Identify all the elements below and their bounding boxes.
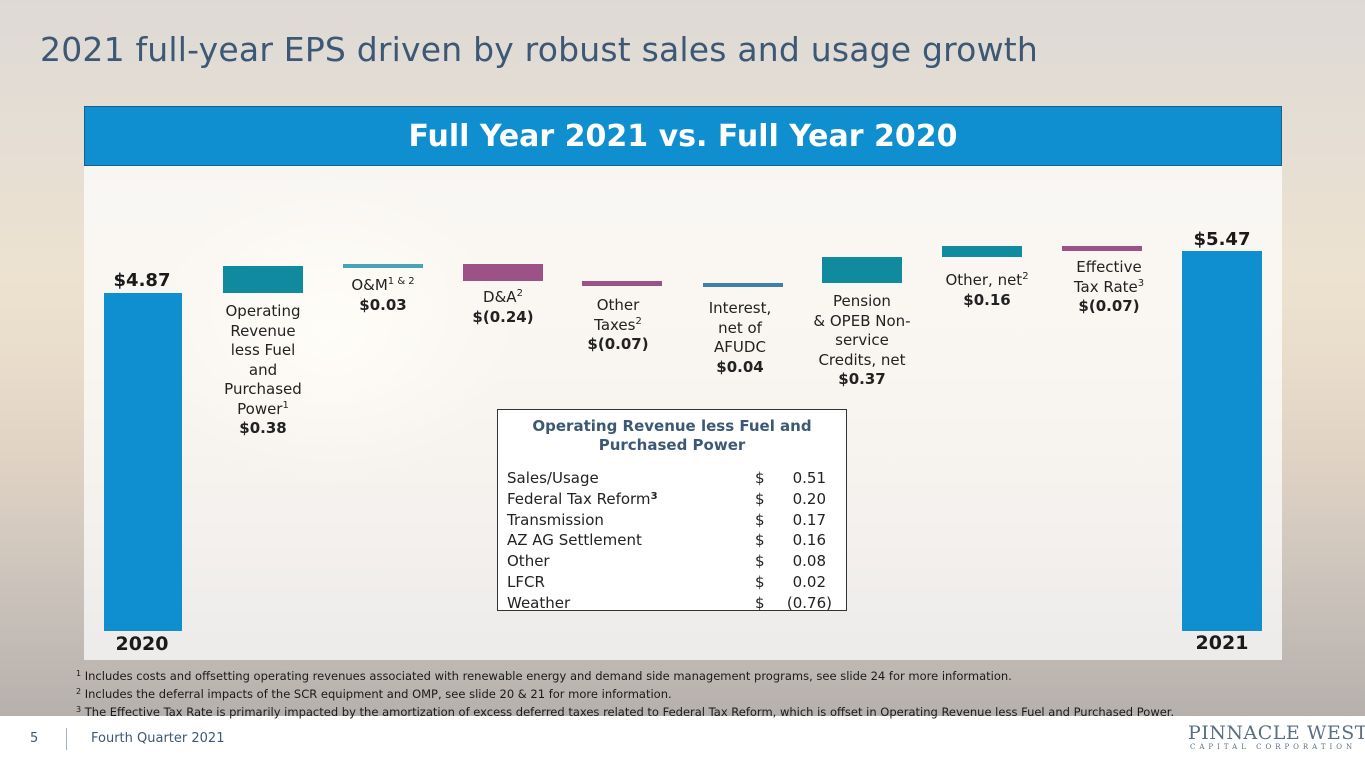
footer-text: Fourth Quarter 2021 bbox=[91, 731, 225, 746]
step-value-pension: $0.37 bbox=[838, 370, 886, 388]
bar-step-operating-revenue bbox=[223, 266, 303, 293]
bar-step-interest bbox=[703, 282, 783, 287]
bar-step-effective-tax-rate bbox=[1062, 245, 1142, 251]
step-label-other-net: Other, net2 $0.16 bbox=[933, 271, 1041, 310]
step-value-other-taxes: $(0.07) bbox=[587, 335, 649, 353]
footnotes: 1 Includes costs and offsetting operatin… bbox=[76, 667, 1276, 721]
footnote-3: 3 The Effective Tax Rate is primarily im… bbox=[76, 705, 1175, 719]
step-value-om: $0.03 bbox=[359, 295, 407, 314]
slide-title: 2021 full-year EPS driven by robust sale… bbox=[40, 30, 1039, 69]
footer-divider bbox=[66, 728, 67, 750]
breakdown-row: AZ AG Settlement $ 0.16 bbox=[507, 531, 826, 550]
breakdown-title: Operating Revenue less Fuel and Purchase… bbox=[532, 417, 812, 454]
breakdown-row: Weather $ (0.76) bbox=[507, 593, 832, 612]
bar-2020-total bbox=[104, 292, 182, 631]
step-label-da: D&A2 $(0.24) bbox=[453, 288, 553, 327]
page-number: 5 bbox=[30, 731, 39, 746]
step-label-operating-revenue: Operating Revenue less Fuel and Purchase… bbox=[213, 302, 313, 439]
step-label-effective-tax-rate: Effective Tax Rate3 $(0.07) bbox=[1056, 258, 1162, 317]
step-value-effective-tax-rate: $(0.07) bbox=[1078, 297, 1140, 315]
footnote-1: 1 Includes costs and offsetting operatin… bbox=[76, 669, 1012, 683]
bar-step-da bbox=[463, 264, 543, 281]
breakdown-table: Operating Revenue less Fuel and Purchase… bbox=[497, 409, 847, 612]
step-label-pension: Pension & OPEB Non- service Credits, net… bbox=[797, 292, 927, 390]
company-logo: PINNACLE WEST bbox=[1188, 722, 1365, 744]
company-logo-subtitle: CAPITAL CORPORATION bbox=[1190, 743, 1357, 751]
chart-title: Full Year 2021 vs. Full Year 2020 bbox=[84, 106, 1282, 166]
breakdown-row: Sales/Usage $ 0.51 bbox=[507, 469, 826, 487]
breakdown-row: Other $ 0.08 bbox=[507, 552, 826, 571]
bar-step-om bbox=[343, 264, 423, 269]
bar-step-other-taxes bbox=[582, 280, 662, 286]
end-value-label: $5.47 bbox=[1193, 229, 1251, 250]
breakdown-row: LFCR $ 0.02 bbox=[507, 572, 826, 591]
bar-step-pension bbox=[822, 257, 902, 283]
start-value-label: $4.87 bbox=[113, 270, 171, 291]
step-value-operating-revenue: $0.38 bbox=[239, 419, 287, 437]
step-value-interest: $0.04 bbox=[716, 357, 764, 376]
step-value-other-net: $0.16 bbox=[963, 290, 1011, 309]
breakdown-row: Transmission $ 0.17 bbox=[507, 510, 826, 529]
step-label-interest: Interest, net of AFUDC $0.04 bbox=[690, 299, 790, 377]
bar-step-other-net bbox=[942, 245, 1022, 258]
end-year-label: 2021 bbox=[1195, 632, 1249, 654]
step-label-other-taxes: Other Taxes2 $(0.07) bbox=[568, 296, 668, 355]
step-label-om: O&M1 & 2 $0.03 bbox=[333, 276, 433, 315]
start-year-label: 2020 bbox=[115, 633, 169, 655]
breakdown-row: Federal Tax Reform3 $ 0.20 bbox=[507, 489, 826, 508]
bar-2021-total bbox=[1182, 250, 1262, 631]
footnote-2: 2 Includes the deferral impacts of the S… bbox=[76, 687, 672, 701]
step-value-da: $(0.24) bbox=[472, 307, 534, 326]
